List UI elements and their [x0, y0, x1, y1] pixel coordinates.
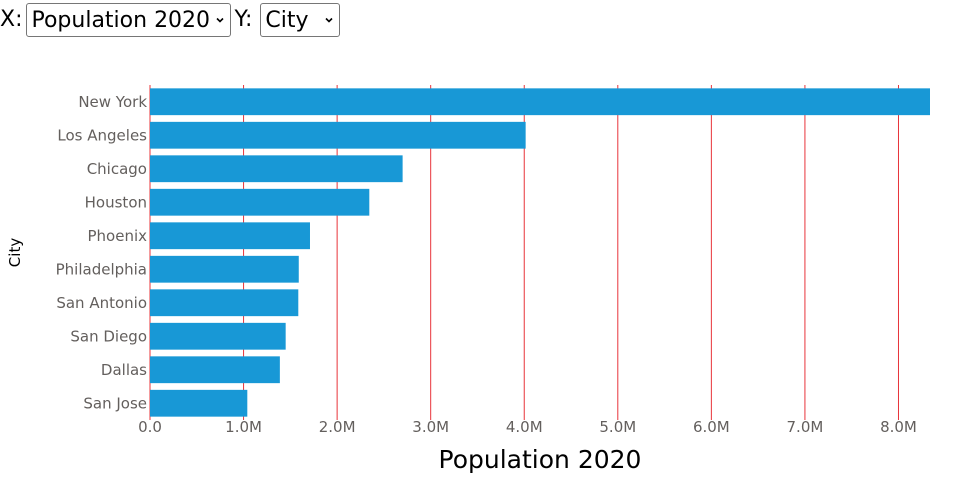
bar — [150, 88, 930, 116]
y-axis-title: City — [6, 238, 24, 268]
chevron-down-icon — [216, 17, 225, 23]
y-tick-label: San Antonio — [56, 294, 147, 312]
bar — [150, 155, 403, 183]
bar — [150, 255, 299, 283]
y-tick-label: Los Angeles — [57, 126, 147, 144]
bar — [150, 222, 310, 250]
x-tick-label: 8.0M — [880, 418, 917, 436]
x-select-label: X: — [0, 7, 23, 32]
y-tick-label: San Diego — [70, 327, 147, 345]
x-tick-label: 3.0M — [412, 418, 449, 436]
axis-controls: X: Population 2020 Y: City — [0, 0, 342, 40]
x-tick-label: 4.0M — [506, 418, 543, 436]
x-tick-label: 0.0 — [138, 418, 162, 436]
y-tick-label: Philadelphia — [56, 260, 147, 278]
x-axis-select[interactable]: Population 2020 — [26, 3, 232, 37]
y-tick-label: Houston — [85, 193, 147, 211]
bars — [150, 88, 930, 417]
y-axis-select-value: City — [265, 7, 309, 33]
x-tick-label: 5.0M — [599, 418, 636, 436]
y-tick-label: San Jose — [83, 394, 147, 412]
y-axis-select[interactable]: City — [260, 3, 341, 37]
x-tick-label: 2.0M — [319, 418, 356, 436]
chevron-down-icon — [325, 17, 333, 23]
bar — [150, 289, 299, 317]
y-tick-label: Phoenix — [87, 227, 147, 245]
bar — [150, 188, 370, 216]
x-tick-label: 1.0M — [225, 418, 262, 436]
bar — [150, 356, 280, 384]
y-select-label: Y: — [234, 7, 253, 32]
x-axis-title: Population 2020 — [439, 445, 642, 474]
bar — [150, 121, 526, 149]
x-tick-label: 7.0M — [787, 418, 824, 436]
x-axis-tick-labels: 0.0 1.0M 2.0M 3.0M 4.0M 5.0M 6.0M 7.0M 8.0M — [138, 418, 917, 436]
y-axis-tick-labels: New York Los Angeles Chicago Houston Phoenix… — [56, 93, 148, 413]
y-tick-label: Chicago — [87, 160, 147, 178]
x-axis-select-value: Population 2020 — [31, 7, 211, 33]
x-tick-label: 6.0M — [693, 418, 730, 436]
y-tick-label: New York — [78, 93, 147, 111]
bar — [150, 322, 286, 350]
y-tick-label: Dallas — [101, 361, 147, 379]
bar — [150, 389, 248, 417]
